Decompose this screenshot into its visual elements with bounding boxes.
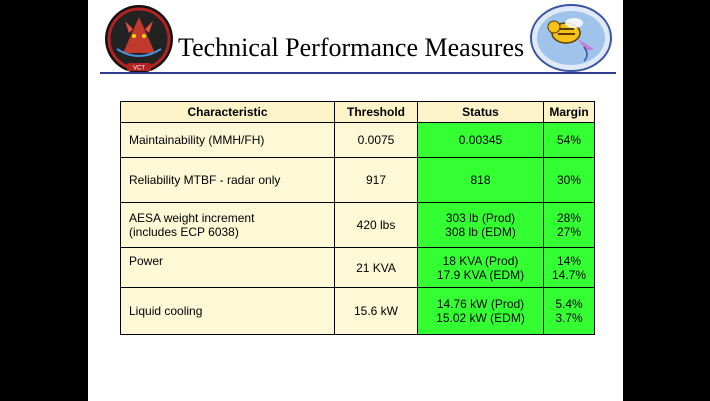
characteristic-cell: AESA weight increment (includes ECP 6038…: [120, 202, 335, 248]
characteristic-cell: Power: [120, 247, 335, 288]
margin-cell: 14% 14.7%: [543, 247, 595, 288]
table-row: Power 21 KVA 18 KVA (Prod) 17.9 KVA (EDM…: [120, 247, 595, 288]
table-row: Reliability MTBF - radar only 917 818 30…: [120, 157, 595, 203]
threshold-cell: 917: [334, 157, 418, 203]
table-header-row: Characteristic Threshold Status Margin: [120, 101, 595, 123]
slide: VCT Technical Performance Measures Chara…: [88, 0, 623, 401]
title-divider: [100, 72, 616, 74]
margin-cell: 54%: [543, 122, 595, 158]
characteristic-cell: Reliability MTBF - radar only: [120, 157, 335, 203]
margin-cell: 28% 27%: [543, 202, 595, 248]
characteristic-cell: Maintainability (MMH/FH): [120, 122, 335, 158]
margin-cell: 5.4% 3.7%: [543, 287, 595, 335]
tpm-table: Characteristic Threshold Status Margin M…: [120, 101, 595, 335]
status-cell: 14.76 kW (Prod) 15.02 kW (EDM): [417, 287, 544, 335]
table-row: Maintainability (MMH/FH) 0.0075 0.00345 …: [120, 122, 595, 158]
header-threshold: Threshold: [334, 101, 418, 123]
header-status: Status: [417, 101, 544, 123]
threshold-cell: 21 KVA: [334, 247, 418, 288]
threshold-cell: 15.6 kW: [334, 287, 418, 335]
characteristic-cell: Liquid cooling: [120, 287, 335, 335]
table-row: AESA weight increment (includes ECP 6038…: [120, 202, 595, 248]
margin-cell: 30%: [543, 157, 595, 203]
header-margin: Margin: [543, 101, 595, 123]
status-cell: 818: [417, 157, 544, 203]
status-cell: 303 lb (Prod) 308 lb (EDM): [417, 202, 544, 248]
header-characteristic: Characteristic: [120, 101, 335, 123]
status-cell: 0.00345: [417, 122, 544, 158]
threshold-cell: 0.0075: [334, 122, 418, 158]
logo-text: VCT: [133, 66, 145, 72]
status-cell: 18 KVA (Prod) 17.9 KVA (EDM): [417, 247, 544, 288]
hornet-logo-icon: [530, 4, 612, 72]
threshold-cell: 420 lbs: [334, 202, 418, 248]
squadron-logo-icon: VCT: [105, 5, 173, 73]
page-title: Technical Performance Measures: [178, 33, 525, 62]
table-row: Liquid cooling 15.6 kW 14.76 kW (Prod) 1…: [120, 287, 595, 335]
